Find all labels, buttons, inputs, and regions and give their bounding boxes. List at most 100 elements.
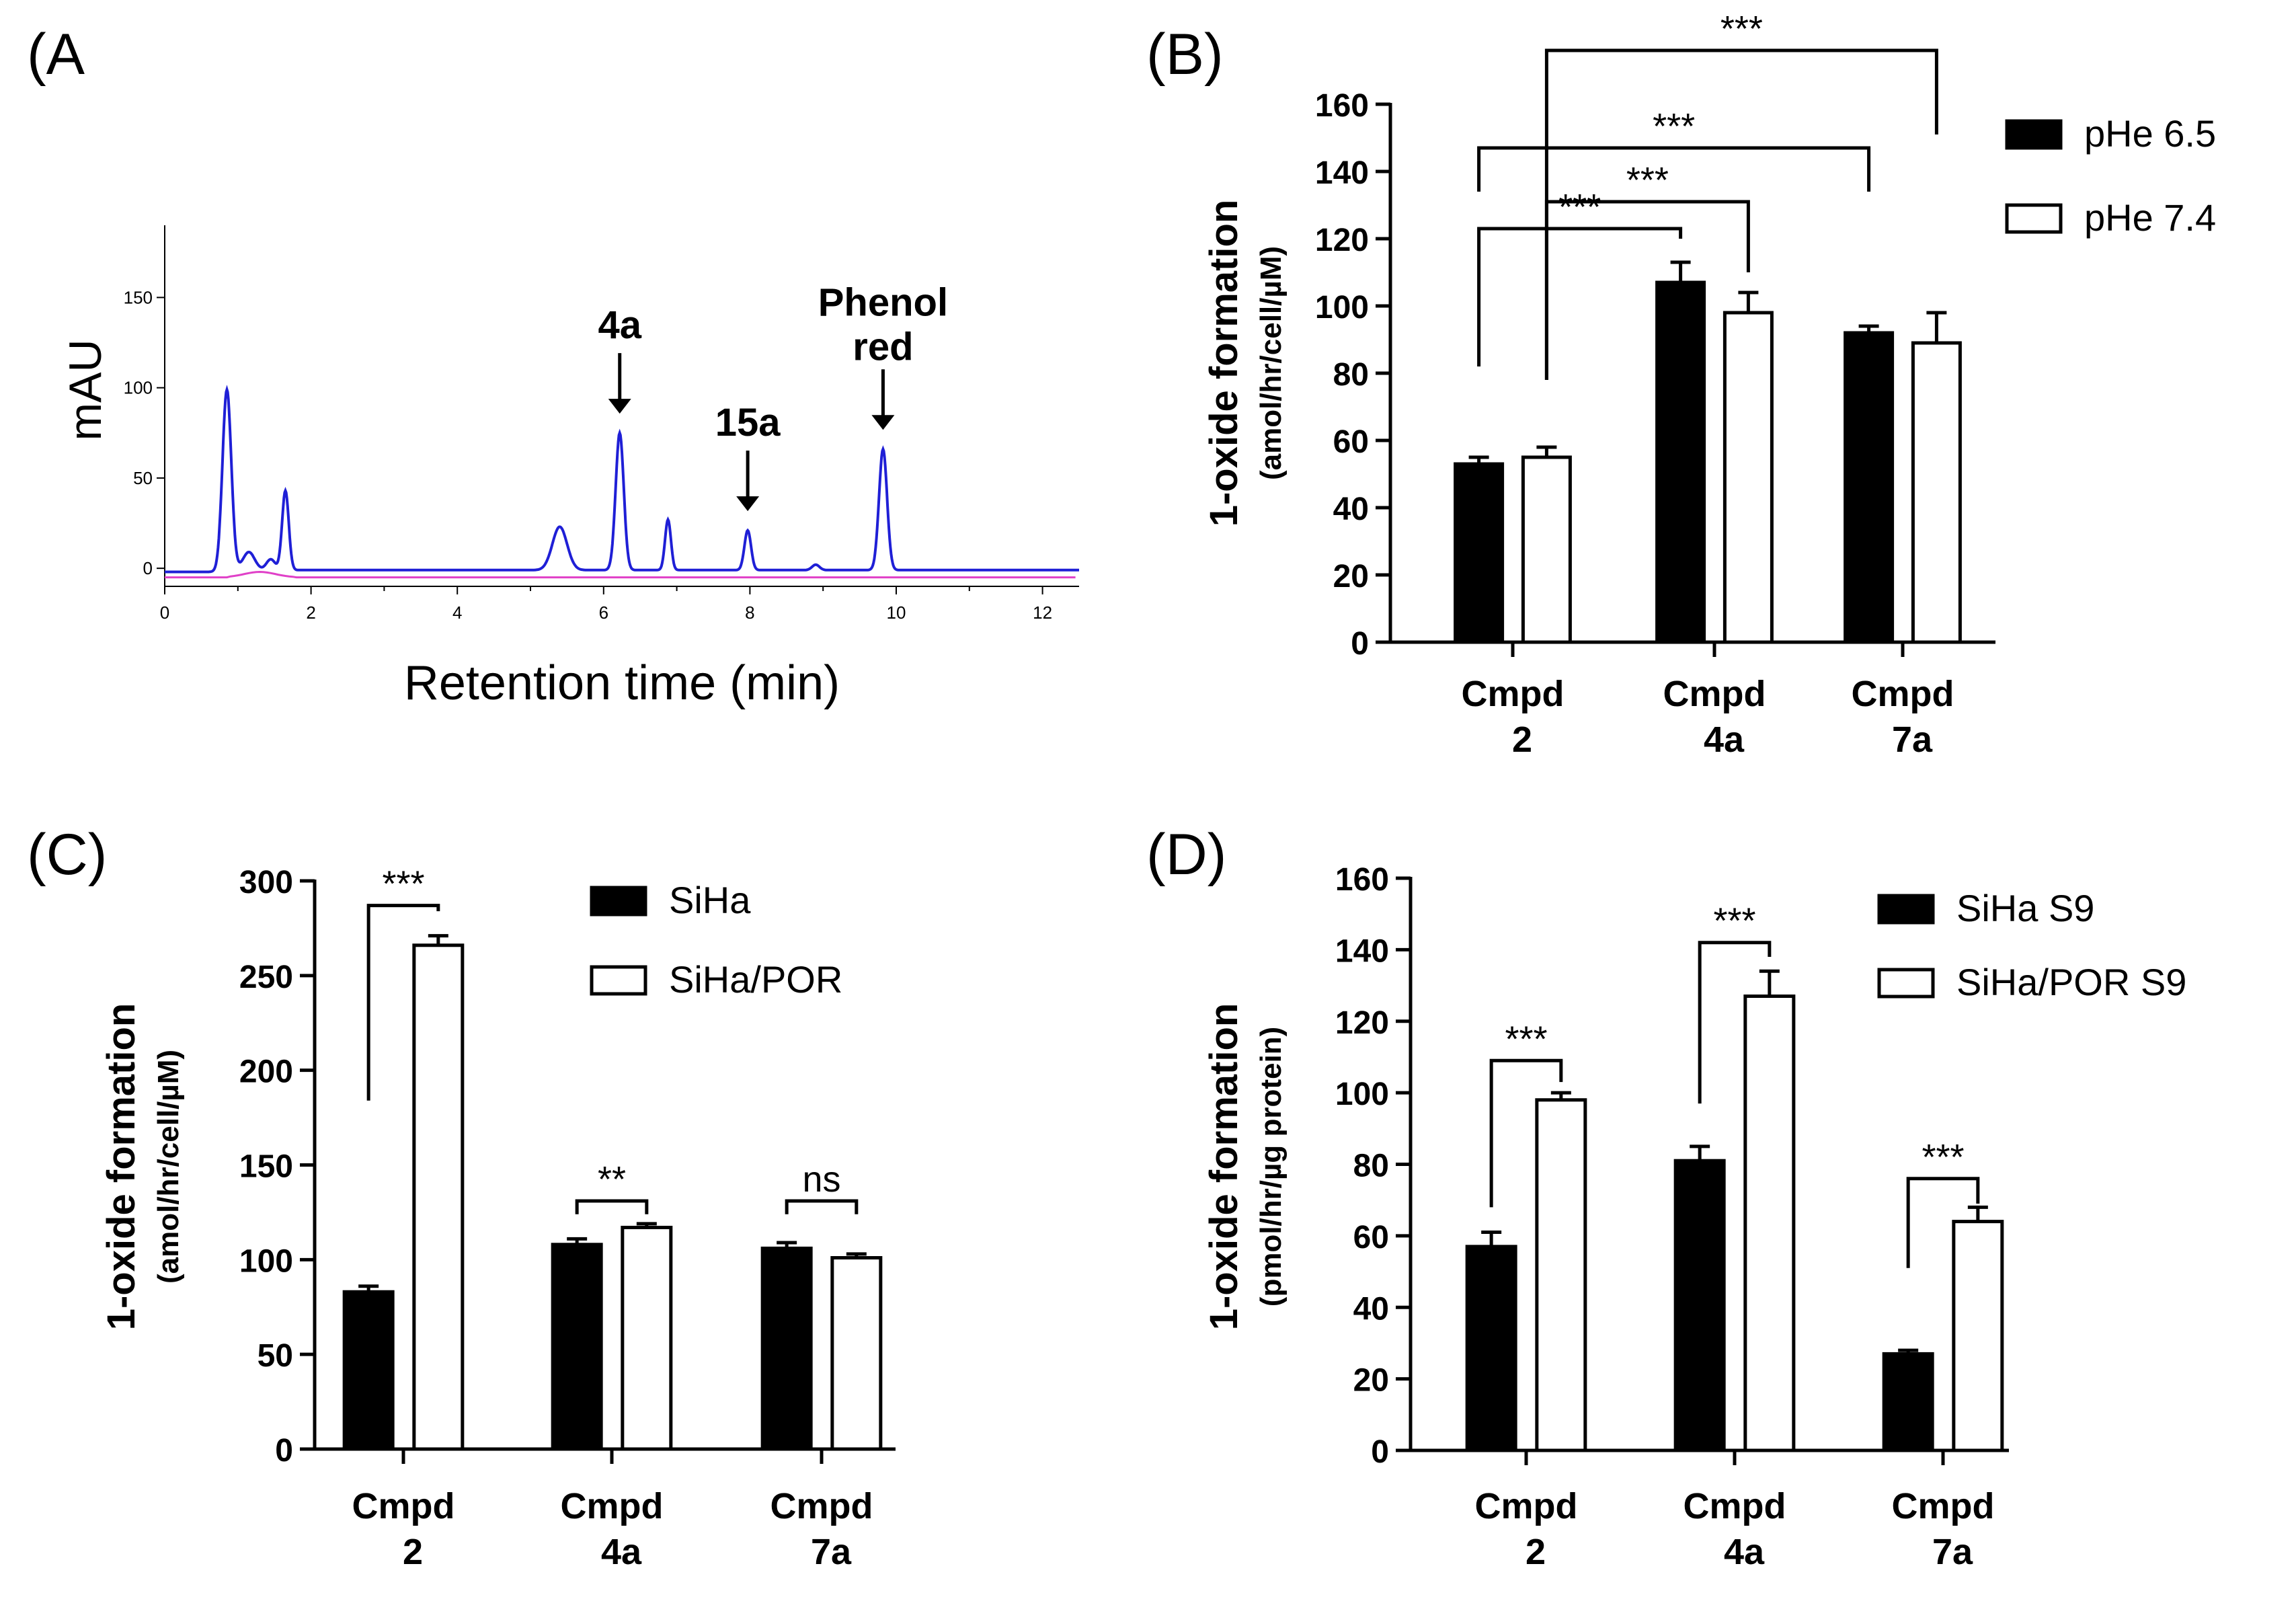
category-label-line1: Cmpd	[352, 1486, 455, 1526]
legend-label: pHe 7.4	[2084, 196, 2216, 239]
significance-label: ***	[1558, 187, 1601, 227]
y-tick-label: 40	[1333, 492, 1369, 527]
y-tick-label: 50	[133, 468, 153, 488]
significance-bracket	[785, 1199, 859, 1214]
category-label-line2: 2	[1526, 1532, 1546, 1572]
category-label-line1: Cmpd	[1892, 1486, 1995, 1526]
category-label-line2: 2	[1512, 719, 1532, 760]
bar	[551, 1243, 603, 1451]
panel-label-a: (A	[27, 22, 85, 87]
y-tick-label: 160	[1335, 862, 1389, 898]
y-tick-label: 120	[1315, 223, 1369, 258]
panel-label-d: (D)	[1146, 822, 1226, 887]
bar	[1743, 995, 1796, 1452]
legend-label: pHe 6.5	[2084, 112, 2216, 155]
bar	[1911, 341, 1962, 644]
category-label-line2: 4a	[1704, 719, 1745, 760]
category-label-line2: 7a	[811, 1532, 852, 1572]
bar	[1844, 331, 1895, 644]
legend-label: SiHa/POR S9	[1956, 961, 2186, 1003]
category-label-line1: Cmpd	[561, 1486, 664, 1526]
legend-swatch	[1877, 894, 1935, 925]
bar	[830, 1256, 883, 1451]
y-tick-label: 0	[143, 558, 153, 578]
y-tick-label: 150	[239, 1149, 293, 1185]
x-tick-label: 12	[1033, 602, 1052, 623]
legend-swatch	[2005, 119, 2063, 150]
y-tick-label: 150	[124, 287, 153, 307]
significance-label: ***	[382, 864, 424, 904]
peak-arrow-head	[736, 496, 760, 512]
y-tick-label: 0	[1371, 1434, 1389, 1470]
category-label-line1: Cmpd	[1663, 674, 1766, 714]
x-tick-label: 0	[160, 602, 169, 623]
category-label-line1: Cmpd	[1852, 674, 1954, 714]
legend-swatch	[1877, 968, 1935, 999]
y-tick-label: 140	[1335, 933, 1389, 969]
bar	[1465, 1245, 1517, 1452]
bar	[1673, 1159, 1726, 1452]
category-label-line1: Cmpd	[1475, 1486, 1578, 1526]
significance-label: ***	[1653, 106, 1695, 147]
significance-bracket	[1544, 48, 1938, 380]
y-tick-label: 0	[275, 1433, 293, 1469]
panel-label-b: (B)	[1146, 22, 1224, 87]
significance-bracket	[575, 1199, 649, 1214]
x-tick-label: 8	[745, 602, 754, 623]
significance-bracket	[1477, 227, 1683, 366]
x-axis-title: Retention time (min)	[404, 656, 840, 710]
y-tick-label: 100	[124, 378, 153, 398]
y-tick-label: 20	[1333, 559, 1369, 594]
y-tick-label: 160	[1315, 88, 1369, 124]
y-axis-subtitle: (amol/hr/cell/µM)	[152, 1050, 185, 1284]
significance-label: ***	[1505, 1019, 1547, 1059]
bar	[1655, 280, 1706, 644]
y-tick-label: 60	[1353, 1220, 1389, 1255]
significance-label: **	[598, 1159, 626, 1200]
legend-swatch	[590, 886, 647, 917]
x-tick-label: 6	[599, 602, 608, 623]
category-label-line1: Cmpd	[770, 1486, 873, 1526]
x-tick-label: 2	[306, 602, 315, 623]
legend-label: SiHa S9	[1956, 887, 2094, 929]
bar-chart-panel-c: 0 50 100 150 200 250 300 1-oxide formation (amol…	[100, 864, 896, 1572]
panel-label-c: (C)	[27, 822, 107, 887]
significance-bracket	[1906, 1177, 1980, 1268]
legend-label: SiHa/POR	[669, 958, 842, 1001]
bar	[1454, 462, 1505, 644]
y-tick-label: 100	[239, 1243, 293, 1279]
y-tick-label: 80	[1353, 1148, 1389, 1184]
y-axis-subtitle: (pmol/hr/µg protein)	[1255, 1027, 1288, 1307]
bar	[1882, 1352, 1934, 1452]
legend-label: SiHa	[669, 879, 751, 921]
y-tick-label: 300	[239, 865, 293, 900]
significance-bracket	[1489, 1058, 1563, 1208]
bar	[342, 1290, 395, 1451]
y-axis-title: mAU	[60, 339, 111, 440]
category-label-line2: 7a	[1892, 719, 1933, 760]
y-tick-label: 20	[1353, 1363, 1389, 1399]
y-tick-label: 120	[1335, 1005, 1389, 1041]
peak-arrow-head	[608, 399, 631, 414]
chromatogram-panel-a: 0 2 4 6 8 10 12 0 50 100 150 Retention time (min) mA…	[60, 225, 1079, 710]
bar	[1521, 455, 1572, 644]
significance-bracket	[1477, 146, 1871, 192]
bar-chart-panel-d: 0 20 40 60 80 100 120 140 160 1-oxide formation (p…	[1202, 862, 2186, 1572]
y-tick-label: 140	[1315, 155, 1369, 191]
significance-label: ***	[1713, 901, 1755, 941]
significance-bracket	[366, 904, 440, 1101]
x-tick-label: 10	[887, 602, 906, 623]
significance-label: ***	[1720, 9, 1763, 49]
y-tick-label: 50	[258, 1338, 293, 1374]
y-axis-title: 1-oxide formation	[1202, 1003, 1246, 1331]
category-label-line2: 2	[403, 1532, 423, 1572]
y-tick-label: 60	[1333, 424, 1369, 460]
category-label-line1: Cmpd	[1462, 674, 1565, 714]
y-tick-label: 0	[1351, 626, 1369, 662]
bar	[621, 1225, 673, 1451]
bar	[1723, 311, 1774, 644]
category-label-line1: Cmpd	[1684, 1486, 1786, 1526]
baseline-trace	[165, 570, 1076, 579]
peak-label-line1: Phenol	[818, 280, 948, 324]
legend-swatch	[2005, 203, 2063, 234]
